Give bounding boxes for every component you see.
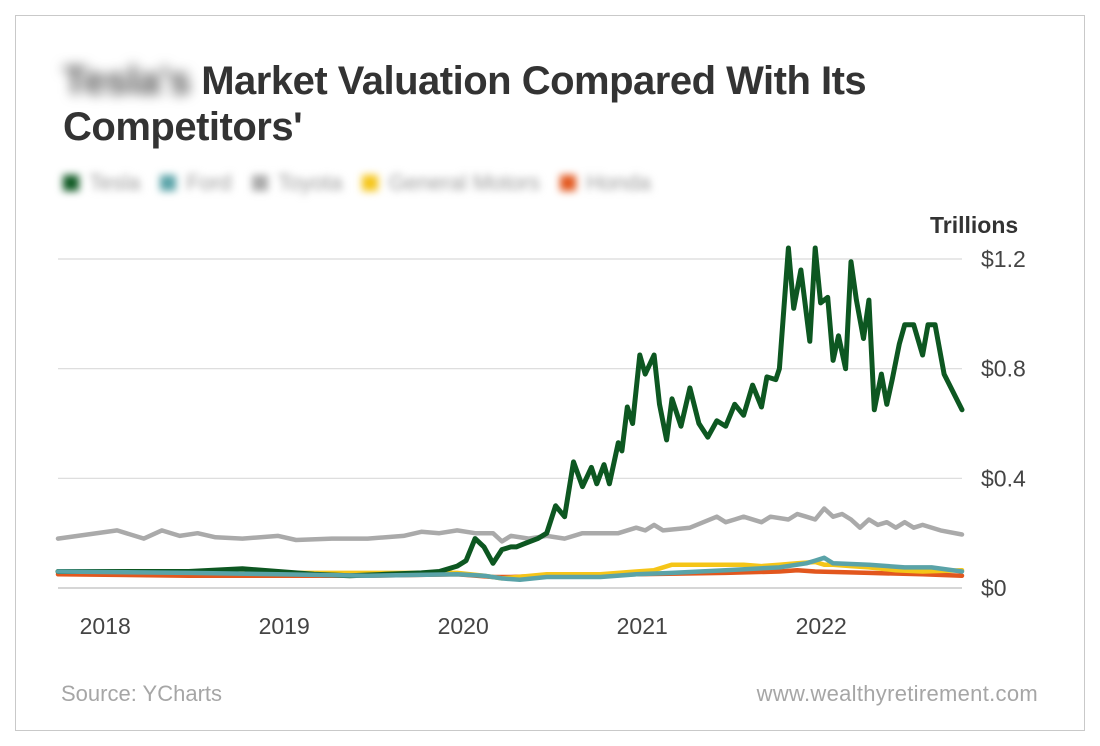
legend-swatch bbox=[160, 175, 177, 191]
grid-lines bbox=[58, 258, 962, 589]
y-axis-units-label: Trillions bbox=[930, 212, 1019, 238]
series-line-tesla bbox=[55, 245, 965, 579]
series-lines bbox=[55, 245, 965, 583]
legend: Tesla Ford Toyota General Motors Honda bbox=[63, 168, 671, 198]
source-note: Source: YCharts bbox=[61, 681, 223, 706]
series-line-ford bbox=[55, 555, 965, 583]
x-tick-label: 2018 bbox=[80, 613, 131, 639]
x-axis-ticks: 2018 2019 2020 2021 2022 bbox=[80, 613, 847, 639]
title-main-text: Market Valuation Compared With Its Compe… bbox=[63, 59, 867, 149]
legend-label: General Motors bbox=[388, 170, 541, 195]
legend-label: Ford bbox=[186, 170, 232, 195]
series-line-toyota bbox=[55, 506, 965, 544]
legend-swatch bbox=[362, 175, 379, 191]
site-url: www.wealthyretirement.com bbox=[756, 681, 1038, 706]
legend-item-tesla: Tesla bbox=[63, 170, 140, 196]
chart-title: Tesla's Market Valuation Compared With I… bbox=[63, 58, 963, 150]
x-tick-label: 2022 bbox=[796, 613, 847, 639]
legend-label: Tesla bbox=[89, 170, 141, 195]
legend-item-ford: Ford bbox=[160, 170, 232, 196]
legend-label: Honda bbox=[586, 170, 651, 195]
y-tick-label: $0.8 bbox=[981, 356, 1026, 382]
legend-item-general-motors: General Motors bbox=[362, 170, 540, 196]
legend-swatch bbox=[560, 175, 577, 191]
x-tick-label: 2021 bbox=[617, 613, 668, 639]
chart-frame bbox=[15, 15, 1085, 731]
x-tick-label: 2019 bbox=[259, 613, 310, 639]
legend-item-toyota: Toyota bbox=[251, 170, 343, 196]
legend-swatch bbox=[251, 175, 268, 191]
y-tick-label: $1.2 bbox=[981, 246, 1026, 272]
title-blurred-word: Tesla's bbox=[63, 59, 191, 103]
y-tick-label: $0 bbox=[981, 575, 1007, 601]
x-tick-label: 2020 bbox=[438, 613, 489, 639]
legend-swatch bbox=[63, 175, 79, 191]
y-tick-label: $0.4 bbox=[981, 465, 1026, 491]
legend-item-honda: Honda bbox=[560, 170, 651, 196]
y-axis-ticks: $0 $0.4 $0.8 $1.2 bbox=[981, 246, 1026, 601]
legend-label: Toyota bbox=[277, 170, 343, 195]
